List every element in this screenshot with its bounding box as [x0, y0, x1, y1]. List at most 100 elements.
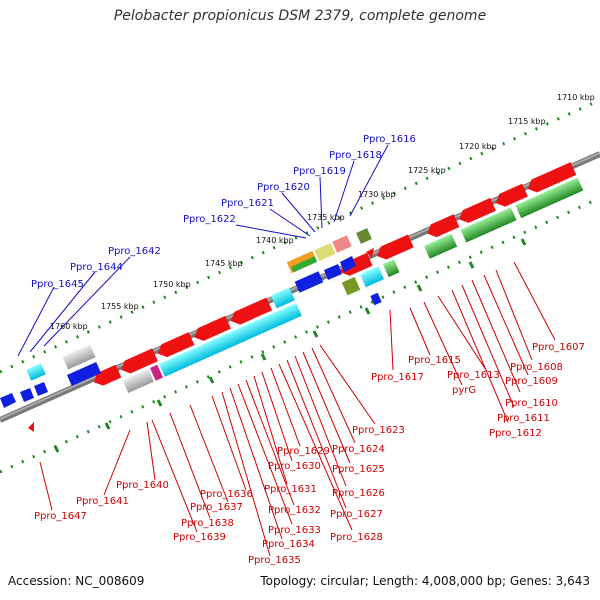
gene-arrow [20, 388, 34, 402]
gene-label: Ppro_1619 [293, 166, 346, 177]
tick-label: 1760 kbp [50, 322, 88, 331]
gene-label: Ppro_1625 [332, 464, 385, 475]
gene-label: Ppro_1623 [352, 425, 405, 436]
genome-summary-text: Topology: circular; Length: 4,008,000 bp… [260, 574, 590, 588]
gene-arrow [324, 264, 342, 280]
reverse-strand-genes [93, 162, 584, 394]
tick-label: 1745 kbp [205, 259, 243, 268]
gene-label: Ppro_1613 [447, 370, 500, 381]
gene-arrow [527, 162, 577, 193]
forward-strand-genes [0, 228, 382, 432]
gene-block [356, 228, 372, 244]
gene-label: Ppro_1611 [497, 413, 550, 424]
lower-tick-marks [53, 238, 527, 453]
gene-block [291, 256, 318, 273]
gene-block [62, 344, 96, 370]
gene-arrow [34, 382, 48, 396]
gene-block [424, 233, 458, 259]
gene-label: Ppro_1635 [248, 555, 301, 566]
gene-block [515, 177, 584, 219]
tick-label: 1750 kbp [153, 280, 191, 289]
blue-label-text: Ppro_1645 Ppro_1644 Ppro_1642 Ppro_1622 … [31, 134, 416, 290]
gene-label: Ppro_1637 [190, 502, 243, 513]
red-leader-lines [39, 261, 556, 557]
gene-block [270, 287, 295, 309]
gene-label: Ppro_1640 [116, 480, 169, 491]
gene-block [382, 259, 400, 278]
gene-label: Ppro_1642 [108, 246, 161, 257]
tick-label: 1720 kbp [459, 142, 497, 151]
tick-label: 1735 kbp [307, 213, 345, 222]
gene-label: Ppro_1627 [330, 509, 383, 520]
gene-arrow [459, 197, 496, 223]
gene-block [159, 302, 302, 377]
gene-arrow [194, 315, 231, 341]
gene-label: Ppro_1644 [70, 262, 123, 273]
gene-label: Ppro_1609 [505, 376, 558, 387]
tick-label: 1710 kbp [557, 93, 595, 102]
gene-block [122, 368, 154, 394]
gene-label: Ppro_1634 [262, 539, 315, 550]
gene-label: Ppro_1610 [505, 398, 558, 409]
tick-label: 1730 kbp [358, 190, 396, 199]
gene-arrow [377, 234, 414, 260]
ruler-tick-labels: 1710 kbp 1715 kbp 1720 kbp 1725 kbp 1730… [50, 93, 595, 331]
gene-label: Ppro_1629 [277, 446, 330, 457]
gene-block [26, 363, 46, 381]
gene-label: Ppro_1645 [31, 279, 84, 290]
gene-label: Ppro_1626 [332, 488, 385, 499]
tick-label: 1715 kbp [508, 117, 546, 126]
gene-block [149, 364, 163, 381]
map-title: Pelobacter propionicus DSM 2379, complet… [113, 8, 487, 24]
gene-label: Ppro_1636 [200, 489, 253, 500]
gene-label: Ppro_1624 [332, 444, 385, 455]
gene-arrow [495, 183, 528, 207]
gene-label: Ppro_1615 [408, 355, 461, 366]
gene-arrow [157, 332, 195, 358]
red-label-text: Ppro_1607 Ppro_1608 Ppro_1609 Ppro_1610 … [34, 342, 585, 566]
gene-arrow [28, 422, 34, 432]
gene-arrow [0, 393, 16, 408]
gene-label: Ppro_1630 [268, 461, 321, 472]
accession-text: Accession: NC_008609 [8, 574, 145, 588]
gene-label: Ppro_1639 [173, 532, 226, 543]
gene-block [66, 362, 102, 386]
upper-ruler-line [0, 98, 600, 374]
gene-label: Ppro_1608 [510, 362, 563, 373]
gene-label: pyrG [452, 385, 476, 396]
gene-block [314, 242, 336, 262]
gene-label: Ppro_1647 [34, 511, 87, 522]
gene-label: Ppro_1632 [268, 505, 321, 516]
gene-label: Ppro_1620 [257, 182, 310, 193]
gene-label: Ppro_1621 [221, 198, 274, 209]
gene-label: Ppro_1617 [371, 372, 424, 383]
gene-arrow [340, 252, 373, 276]
gene-block [460, 207, 517, 243]
tick-label: 1740 kbp [256, 236, 294, 245]
gene-label: Ppro_1612 [489, 428, 542, 439]
gene-arrow [230, 297, 273, 325]
gene-label: Ppro_1618 [329, 150, 382, 161]
gene-block [294, 271, 324, 293]
lower-ruler-line [0, 196, 600, 474]
gene-label: Ppro_1641 [76, 496, 129, 507]
gene-block [341, 276, 361, 296]
gene-label: Ppro_1607 [532, 342, 585, 353]
gene-label: Ppro_1633 [268, 525, 321, 536]
blue-labels [17, 144, 389, 357]
gene-arrow [366, 248, 374, 258]
gene-arrow [93, 364, 122, 386]
gene-arrow [340, 256, 356, 272]
gene-block [370, 292, 382, 306]
gene-label: Ppro_1628 [330, 532, 383, 543]
gene-arrow [427, 214, 460, 238]
gene-block [360, 266, 385, 288]
gene-label: Ppro_1622 [183, 214, 236, 225]
tick-label: 1755 kbp [101, 302, 139, 311]
gene-arrow [121, 348, 158, 374]
gene-label: Ppro_1616 [363, 134, 416, 145]
gene-label: Ppro_1631 [264, 484, 317, 495]
gene-label: Ppro_1638 [181, 518, 234, 529]
tick-label: 1725 kbp [408, 166, 446, 175]
